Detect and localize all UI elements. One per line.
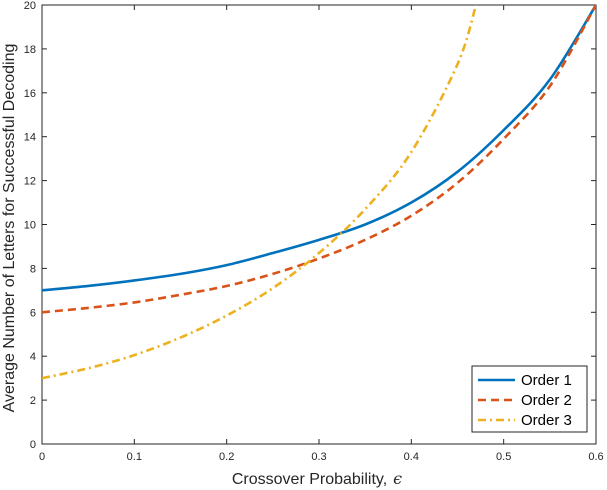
y-tick-label: 10: [24, 220, 36, 232]
y-tick-label: 18: [24, 44, 36, 56]
series-line-1: [42, 5, 596, 292]
y-tick-label: 0: [30, 439, 36, 451]
x-axis-label-symbol: ϵ: [393, 469, 402, 488]
y-tick-label: 12: [24, 176, 36, 188]
y-tick-label: 20: [24, 0, 36, 12]
y-tick-label: 8: [30, 263, 36, 275]
legend-label-2: Order 2: [521, 392, 572, 409]
x-tick-label: 0.2: [219, 451, 234, 463]
y-tick-label: 16: [24, 88, 36, 100]
legend-label-1: Order 1: [521, 372, 572, 389]
x-tick-label: 0.4: [404, 451, 419, 463]
x-tick-label: 0.1: [127, 451, 142, 463]
y-tick-label: 2: [30, 395, 36, 407]
x-tick-label: 0: [39, 451, 45, 463]
x-tick-label: 0.5: [496, 451, 511, 463]
series-line-3: [42, 5, 478, 380]
x-tick-label: 0.6: [588, 451, 603, 463]
legend-label-3: Order 3: [521, 412, 572, 429]
x-axis-label-text: Crossover Probability,: [232, 471, 387, 488]
legend: Order 1 Order 2 Order 3: [471, 365, 588, 433]
x-axis-label: Crossover Probability, ϵ: [232, 469, 402, 488]
y-axis-label: Average Number of Letters for Successful…: [1, 44, 18, 413]
y-tick-label: 6: [30, 307, 36, 319]
y-tick-label: 4: [30, 351, 36, 363]
series-line-2: [42, 5, 596, 314]
y-tick-label: 14: [24, 132, 36, 144]
x-tick-label: 0.3: [311, 451, 326, 463]
